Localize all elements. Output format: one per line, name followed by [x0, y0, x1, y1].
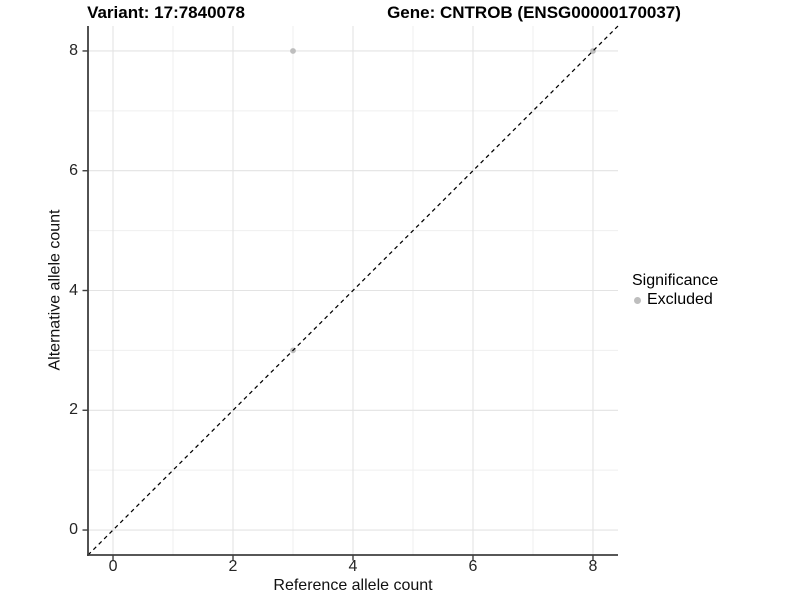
- y-tick-label: 6: [69, 161, 78, 179]
- x-tick-label: 8: [588, 558, 598, 575]
- x-tick-label: 6: [468, 558, 478, 575]
- legend-title: Significance: [632, 272, 719, 289]
- legend-point-icon: [634, 296, 641, 304]
- y-tick-label: 2: [69, 401, 78, 419]
- y-tick-label: 0: [69, 521, 78, 539]
- legend: Significance Excluded: [632, 272, 718, 309]
- legend-entries: Excluded: [632, 291, 718, 309]
- data-point: [290, 48, 296, 54]
- x-axis-label: Reference allele count: [273, 577, 433, 594]
- legend-entry: Excluded: [634, 291, 718, 309]
- legend-label: Excluded: [647, 291, 713, 308]
- y-tick-label: 4: [69, 281, 78, 299]
- x-tick-label: 0: [108, 558, 118, 575]
- y-axis-label: Alternative allele count: [46, 209, 64, 371]
- gene-title: Gene: CNTROB (ENSG00000170037): [387, 3, 681, 22]
- variant-title: Variant: 17:7840078: [87, 3, 245, 22]
- identity-line: [87, 25, 619, 556]
- x-tick-label: 4: [348, 558, 358, 575]
- x-tick-label: 2: [228, 558, 238, 575]
- y-tick-label: 8: [69, 41, 78, 59]
